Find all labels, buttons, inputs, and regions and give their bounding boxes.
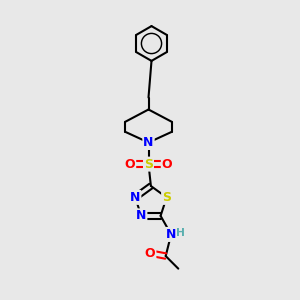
Text: S: S xyxy=(162,191,171,204)
Text: S: S xyxy=(144,158,153,171)
Text: O: O xyxy=(145,247,155,260)
Text: N: N xyxy=(143,136,154,149)
Text: O: O xyxy=(162,158,172,171)
Text: N: N xyxy=(130,191,140,204)
Text: H: H xyxy=(176,228,184,238)
Text: N: N xyxy=(166,228,176,241)
Text: N: N xyxy=(136,209,146,222)
Text: O: O xyxy=(124,158,135,171)
